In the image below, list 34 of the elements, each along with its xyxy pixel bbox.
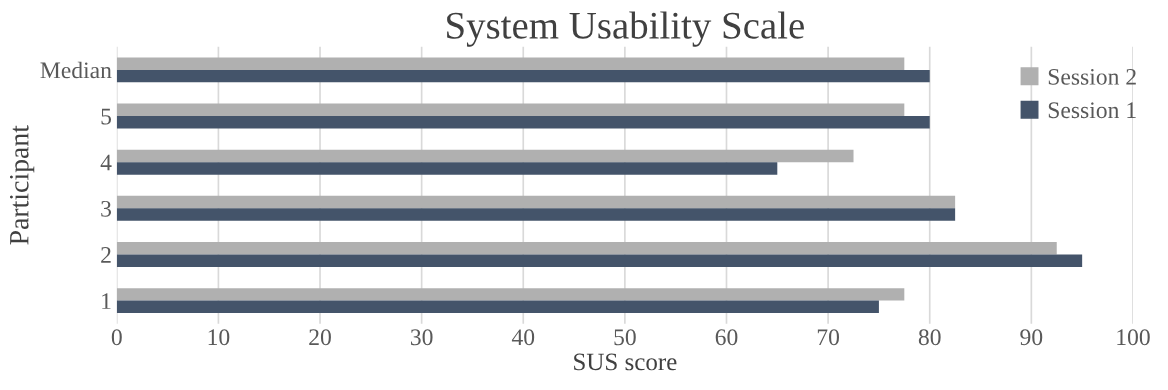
x-tick-label: 40 — [511, 329, 535, 346]
x-tick-label: 80 — [918, 329, 941, 346]
x-tick-label: 70 — [817, 329, 840, 346]
x-axis-title: SUS score — [574, 353, 677, 371]
bar — [116, 116, 930, 129]
legend-label: Session 1 — [1048, 102, 1136, 119]
y-tick-label: 5 — [101, 108, 112, 125]
bar — [116, 288, 905, 301]
x-tick-label: 10 — [208, 329, 230, 346]
y-tick-label: 3 — [101, 200, 112, 217]
y-tick-label: 1 — [102, 293, 111, 309]
bar — [116, 195, 956, 209]
x-tick-label: 100 — [1117, 329, 1150, 346]
bar — [116, 57, 905, 70]
bar — [116, 254, 1083, 267]
bar — [116, 162, 778, 175]
legend-label: Session 2 — [1048, 68, 1136, 85]
x-tick-label: 50 — [614, 329, 636, 346]
y-tick-label: 2 — [101, 247, 111, 263]
bar — [116, 242, 1057, 255]
y-tick-label: 4 — [100, 154, 112, 171]
y-tick-label: Median — [40, 61, 112, 79]
bar — [116, 69, 930, 83]
bar — [116, 149, 854, 163]
x-tick-label: 20 — [309, 329, 331, 346]
x-tick-label: 60 — [715, 329, 738, 346]
bar — [116, 103, 905, 117]
bar — [116, 300, 879, 314]
bar — [116, 208, 956, 221]
chart-title: System Usability Scale — [447, 11, 804, 47]
x-tick-label: 90 — [1020, 329, 1043, 346]
x-tick-label: 0 — [111, 329, 122, 346]
y-axis-title: Participant — [9, 125, 35, 245]
x-tick-label: 30 — [410, 329, 433, 346]
